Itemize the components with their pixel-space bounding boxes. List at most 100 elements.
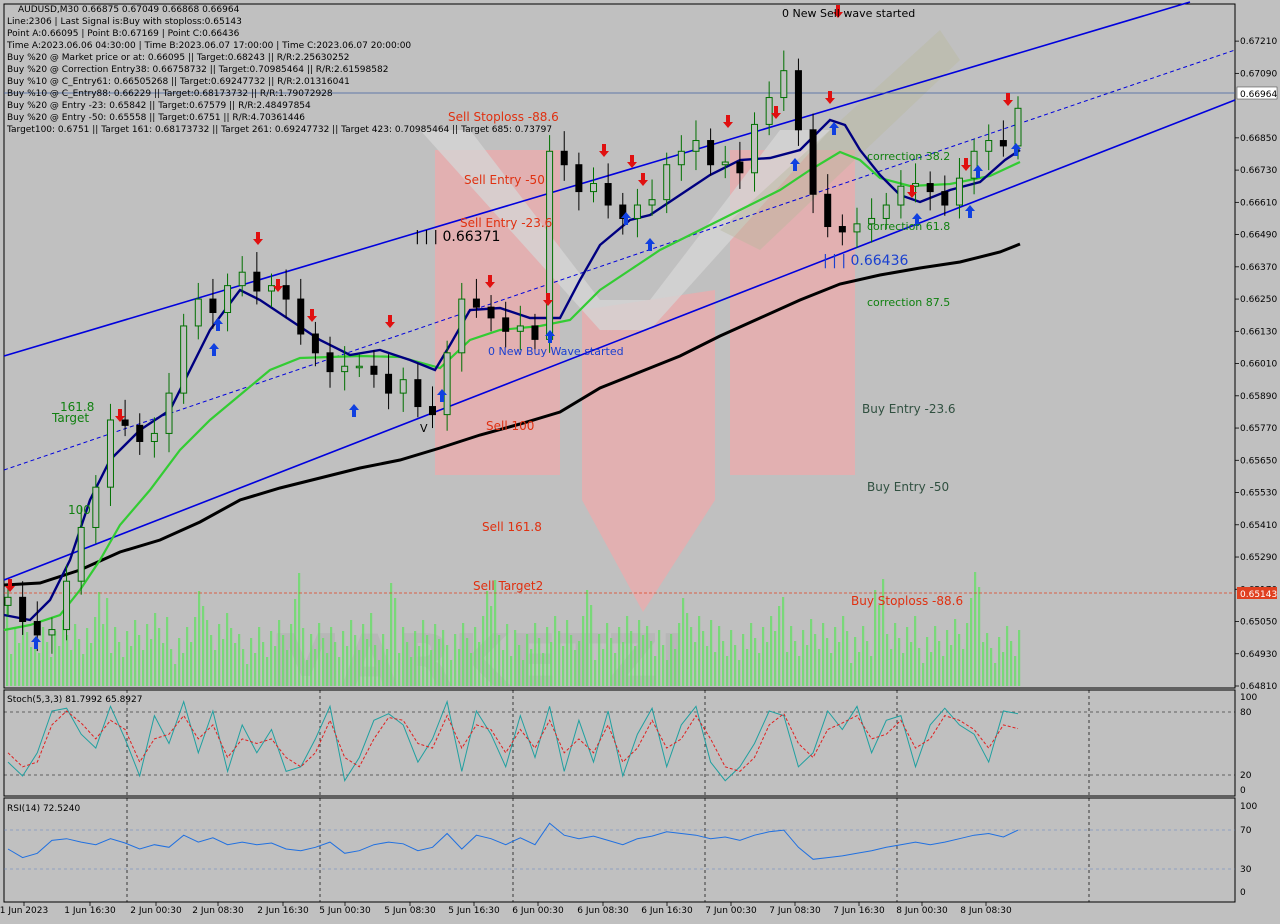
channel-lower-line	[3, 99, 1236, 581]
volume-bar	[222, 639, 225, 686]
volume-bar	[242, 649, 245, 686]
volume-bar	[830, 653, 833, 686]
volume-bar	[902, 653, 905, 686]
indicator-level-label: 20	[1240, 771, 1252, 781]
candle-body	[414, 379, 422, 408]
volume-bar	[302, 628, 305, 686]
time-tick-label: 5 Jun 00:30	[319, 906, 371, 916]
volume-bar	[798, 656, 801, 686]
sell-arrow-icon	[825, 91, 835, 104]
volume-bar	[894, 623, 897, 686]
time-axis[interactable]: 1 Jun 2023 1 Jun 16:30 2 Jun 00:30 2 Jun 08…	[0, 902, 1012, 916]
volume-bar	[346, 646, 349, 686]
volume-bar	[350, 620, 353, 686]
volume-bar	[618, 627, 621, 686]
rsi-label: RSI(14) 72.5240	[7, 804, 80, 814]
rsi-panel[interactable]	[3, 797, 1236, 903]
sell-arrow-icon	[307, 309, 317, 322]
volume-bar	[918, 648, 921, 686]
buy-entry-236-label: Buy Entry -23.6	[862, 402, 956, 416]
price-tick-label: 0.66850	[1240, 134, 1277, 144]
volume-bar	[282, 635, 285, 686]
candle-body	[19, 596, 27, 623]
volume-bar	[690, 627, 693, 686]
volume-bar	[634, 646, 637, 686]
current-price-tag: 0.66964	[1236, 86, 1277, 100]
volume-bar	[442, 630, 445, 686]
volume-bar	[30, 647, 33, 686]
price-tick-label: 0.65650	[1240, 456, 1277, 466]
volume-bar	[46, 642, 49, 686]
candle-body	[443, 352, 451, 416]
volume-bar	[658, 630, 661, 686]
candle-body	[897, 185, 905, 206]
volume-bar	[786, 652, 789, 686]
time-tick-label: 1 Jun 16:30	[64, 906, 116, 916]
volume-bar	[926, 637, 929, 686]
volume-bar	[610, 638, 613, 686]
volume-bar	[410, 657, 413, 686]
volume-histogram	[6, 572, 1021, 686]
volume-bar	[214, 650, 217, 686]
buy-arrow-icon	[437, 389, 447, 402]
time-tick-label: 5 Jun 16:30	[448, 906, 500, 916]
volume-bar	[278, 620, 281, 686]
sell-arrow-icon	[543, 293, 553, 306]
info-line: Time A:2023.06.06 04:30:00 | Time B:2023…	[6, 41, 411, 51]
volume-bar	[202, 606, 205, 686]
indicator-level-label: 80	[1240, 708, 1252, 718]
volume-bar	[954, 619, 957, 686]
price-tick-label: 0.67210	[1240, 37, 1277, 47]
candle-body	[428, 406, 436, 416]
candlestick-series	[4, 50, 1022, 654]
candle-body	[341, 365, 349, 373]
volume-bar	[554, 616, 557, 686]
sell-arrow-icon	[627, 155, 637, 168]
volume-bar	[174, 664, 177, 686]
time-tick-label: 1 Jun 2023	[0, 906, 48, 916]
volume-bar	[982, 642, 985, 686]
volume-bar	[914, 616, 917, 686]
volume-bar	[366, 639, 369, 686]
volume-bar	[962, 649, 965, 686]
level-100-label: 100	[68, 503, 91, 517]
volume-bar	[566, 620, 569, 686]
channel-upper-line	[3, 1, 1191, 357]
info-line: Buy %20 @ Correction Entry38: 0.66758732…	[7, 65, 388, 75]
stoch-panel[interactable]	[3, 689, 1236, 797]
sell-arrow-icon	[273, 279, 283, 292]
candle-body	[297, 298, 305, 335]
candle-body	[136, 424, 144, 442]
volume-bar	[14, 628, 17, 686]
volume-bar	[694, 642, 697, 686]
volume-bar	[418, 646, 421, 686]
volume-bar	[262, 642, 265, 686]
volume-bar	[170, 649, 173, 686]
volume-bar	[206, 620, 209, 686]
volume-bar	[638, 620, 641, 686]
volume-bar	[286, 650, 289, 686]
volume-bar	[138, 635, 141, 686]
price-axis[interactable]: 0.67210 0.67090 0.66850 0.66730 0.66610 0.664…	[1235, 37, 1277, 692]
price-tick-label: 0.67090	[1240, 69, 1277, 79]
volume-bar	[662, 645, 665, 686]
buy-arrow-icon	[213, 318, 223, 331]
volume-bar	[426, 635, 429, 686]
ma-slow-line	[3, 242, 1021, 587]
price-tick-label: 0.65770	[1240, 424, 1277, 434]
price-tick-label: 0.66010	[1240, 360, 1277, 370]
volume-bar	[838, 642, 841, 686]
volume-bar	[586, 590, 589, 686]
volume-bar	[298, 573, 301, 686]
volume-bar	[730, 630, 733, 686]
volume-bar	[646, 626, 649, 686]
volume-bar	[934, 626, 937, 686]
candle-body	[516, 325, 524, 332]
candle-body	[326, 352, 334, 373]
volume-bar	[362, 624, 365, 686]
candle-body	[531, 325, 539, 340]
volume-bar	[394, 598, 397, 686]
volume-bar	[66, 635, 69, 686]
volume-bar	[602, 649, 605, 686]
